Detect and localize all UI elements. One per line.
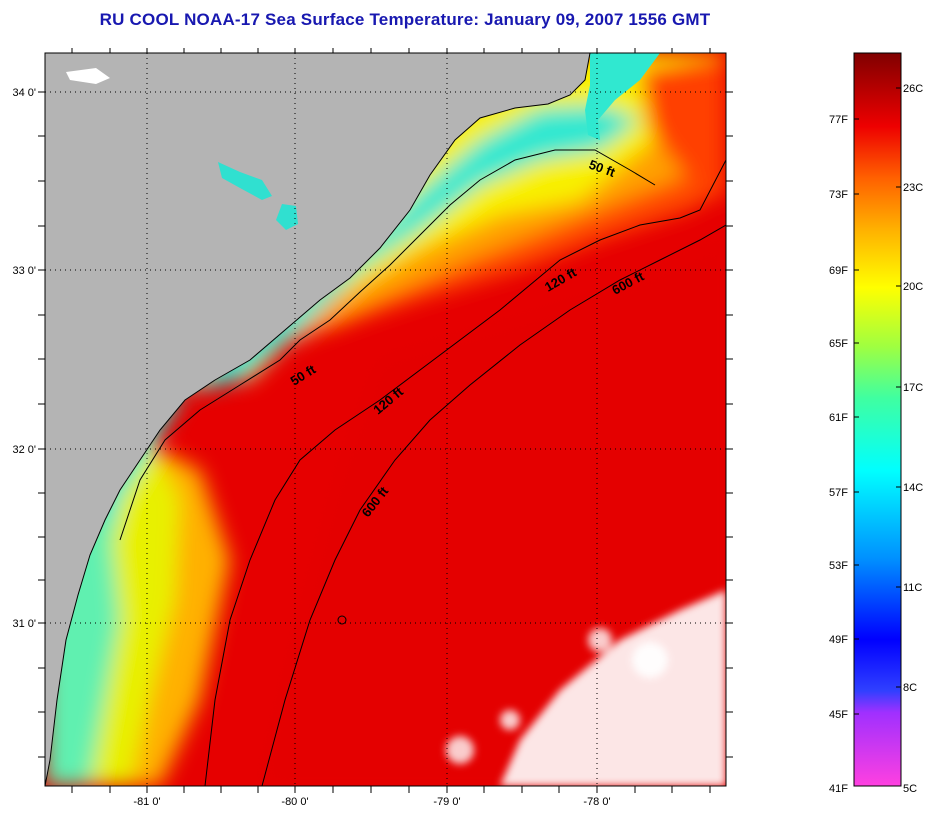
colorbar-f-label: 77F xyxy=(829,114,848,126)
axis-ticks xyxy=(38,48,733,793)
colorbar: 77F 73F 69F 65F 61F 57F 53F 49F 45F 41F … xyxy=(829,52,923,795)
colorbar-c-label: 8C xyxy=(903,682,917,694)
map-frame xyxy=(44,52,727,787)
colorbar-f-label: 41F xyxy=(829,783,848,795)
coastline xyxy=(45,53,591,786)
colorbar-c-label: 11C xyxy=(903,582,922,594)
colorbar-ticks xyxy=(854,87,901,715)
contour-50ft xyxy=(119,149,656,541)
colorbar-c-label: 5C xyxy=(903,783,917,795)
station-marker-icon xyxy=(337,615,347,625)
colorbar-f-label: 65F xyxy=(829,338,848,350)
graticule xyxy=(45,53,726,786)
lon-label: -79 0' xyxy=(433,796,460,808)
lat-label: 32 0' xyxy=(12,444,36,456)
colorbar-f-label: 69F xyxy=(829,265,848,277)
colorbar-f-label: 49F xyxy=(829,634,848,646)
colorbar-f-label: 45F xyxy=(829,709,848,721)
cloud-cover xyxy=(446,590,726,786)
contour-600ft xyxy=(261,224,726,786)
colorbar-f-label: 53F xyxy=(829,560,848,572)
chart-title: RU COOL NOAA-17 Sea Surface Temperature:… xyxy=(99,10,711,29)
colorbar-c-label: 20C xyxy=(903,281,923,293)
colorbar-f-label: 57F xyxy=(829,487,848,499)
inland-lake xyxy=(218,162,272,200)
colorbar-scale xyxy=(853,52,902,787)
colorbar-c-label: 17C xyxy=(903,382,923,394)
lon-label: -81 0' xyxy=(133,796,160,808)
lat-label: 34 0' xyxy=(12,87,36,99)
colorbar-c-label: 14C xyxy=(903,482,923,494)
colorbar-c-label: 26C xyxy=(903,83,923,95)
colorbar-c-label: 23C xyxy=(903,182,923,194)
inland-lake xyxy=(66,68,110,84)
lat-label: 31 0' xyxy=(12,618,36,630)
lon-label: -78 0' xyxy=(583,796,610,808)
map-area: 50 ft 50 ft 120 ft 120 ft 600 ft 600 ft xyxy=(45,53,726,786)
lat-label: 33 0' xyxy=(12,265,36,277)
colorbar-f-label: 61F xyxy=(829,412,848,424)
inland-lake xyxy=(276,204,298,230)
colorbar-f-label: 73F xyxy=(829,189,848,201)
lon-label: -80 0' xyxy=(281,796,308,808)
contour-120ft xyxy=(204,159,726,786)
shelf-band xyxy=(585,53,660,140)
land-area xyxy=(45,53,590,786)
